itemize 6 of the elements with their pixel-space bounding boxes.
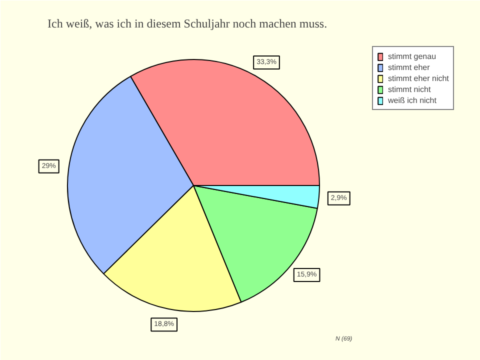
legend-label: weiß ich nicht xyxy=(388,95,436,105)
chart-title: Ich weiß, was ich in diesem Schuljahr noch machen muss. xyxy=(48,16,328,30)
legend-label: stimmt nicht xyxy=(388,84,431,94)
legend-label: stimmt eher xyxy=(388,62,430,72)
legend-label: stimmt eher nicht xyxy=(388,73,449,83)
legend-label: stimmt genau xyxy=(388,51,436,61)
